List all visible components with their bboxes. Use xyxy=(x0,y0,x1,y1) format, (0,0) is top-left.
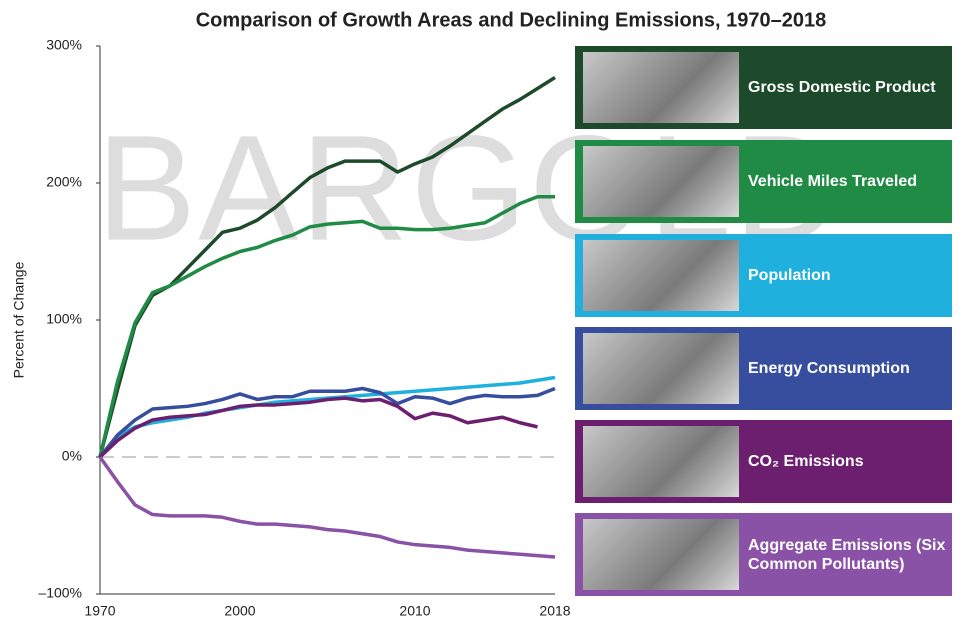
legend-photo xyxy=(583,426,739,497)
legend-photo xyxy=(583,333,739,404)
y-tick-label: –100% xyxy=(38,585,82,601)
y-tick-label: 100% xyxy=(46,311,82,327)
legend-label: Gross Domestic Product xyxy=(748,46,953,129)
legend-photo xyxy=(583,146,739,217)
data-line xyxy=(100,457,555,557)
legend-label: Aggregate Emissions (Six Common Pollutan… xyxy=(748,513,953,596)
legend-item: Aggregate Emissions (Six Common Pollutan… xyxy=(575,513,952,596)
page: BARGOLD Comparison of Growth Areas and D… xyxy=(0,0,966,628)
legend-photo xyxy=(583,52,739,123)
chart-title: Comparison of Growth Areas and Declining… xyxy=(196,9,827,31)
legend-item: Gross Domestic Product xyxy=(575,46,952,129)
legend-label: Vehicle Miles Traveled xyxy=(748,140,953,223)
legend-item: Energy Consumption xyxy=(575,327,952,410)
x-tick-label: 2010 xyxy=(399,603,430,619)
legend-item: CO₂ Emissions xyxy=(575,420,952,503)
legend-photo xyxy=(583,519,739,590)
legend-item: Population xyxy=(575,234,952,317)
legend-photo xyxy=(583,240,739,311)
legend-label: Energy Consumption xyxy=(748,327,953,410)
legend-label: CO₂ Emissions xyxy=(748,420,953,503)
x-tick-label: 2018 xyxy=(539,603,570,619)
y-axis-label: Percent of Change xyxy=(11,261,27,378)
x-tick-label: 1970 xyxy=(84,603,115,619)
x-tick-label: 2000 xyxy=(224,603,255,619)
y-tick-label: 300% xyxy=(46,37,82,53)
y-tick-label: 200% xyxy=(46,174,82,190)
legend-item: Vehicle Miles Traveled xyxy=(575,140,952,223)
y-tick-label: 0% xyxy=(62,448,82,464)
legend-label: Population xyxy=(748,234,953,317)
